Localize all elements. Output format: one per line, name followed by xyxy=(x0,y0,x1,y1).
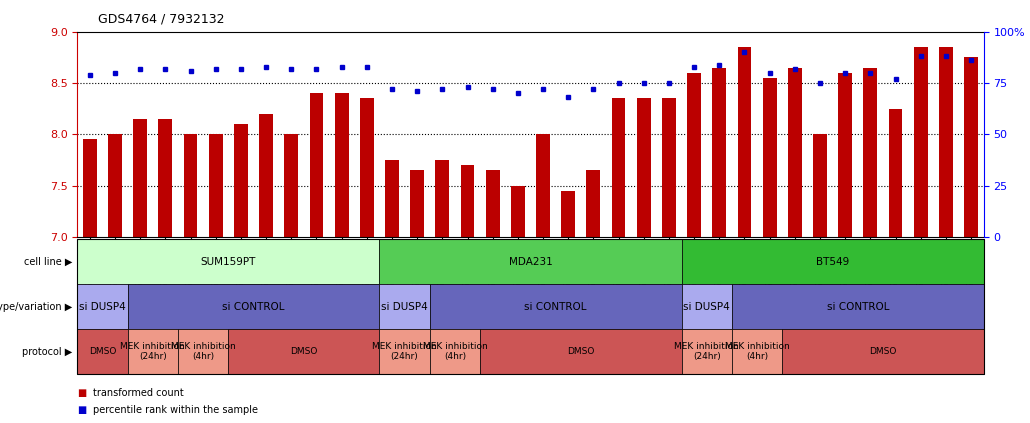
Bar xyxy=(536,135,550,237)
Text: cell line ▶: cell line ▶ xyxy=(24,257,72,266)
Bar xyxy=(561,191,575,237)
Bar xyxy=(662,99,676,237)
Text: protocol ▶: protocol ▶ xyxy=(22,347,72,357)
Bar xyxy=(939,47,953,237)
Bar xyxy=(260,114,273,237)
Bar xyxy=(586,170,600,237)
Bar xyxy=(359,99,374,237)
Bar xyxy=(713,68,726,237)
Bar xyxy=(410,170,424,237)
Text: si CONTROL: si CONTROL xyxy=(222,302,284,312)
Bar xyxy=(737,47,751,237)
Bar xyxy=(612,99,625,237)
Text: MEK inhibition
(24hr): MEK inhibition (24hr) xyxy=(675,342,740,362)
Bar xyxy=(964,58,977,237)
Text: si DUSP4: si DUSP4 xyxy=(381,302,427,312)
Bar xyxy=(889,109,902,237)
Bar xyxy=(914,47,928,237)
Text: si CONTROL: si CONTROL xyxy=(826,302,889,312)
Text: MEK inhibition
(4hr): MEK inhibition (4hr) xyxy=(725,342,789,362)
Bar xyxy=(309,93,323,237)
Text: BT549: BT549 xyxy=(816,257,849,266)
Bar xyxy=(436,160,449,237)
Text: ■: ■ xyxy=(77,405,87,415)
Bar xyxy=(183,135,198,237)
Text: DMSO: DMSO xyxy=(290,347,317,356)
Bar xyxy=(788,68,801,237)
Text: MEK inhibition
(4hr): MEK inhibition (4hr) xyxy=(171,342,236,362)
Bar xyxy=(335,93,348,237)
Text: MEK inhibition
(24hr): MEK inhibition (24hr) xyxy=(372,342,437,362)
Bar xyxy=(82,140,97,237)
Bar xyxy=(813,135,827,237)
Bar xyxy=(460,165,475,237)
Text: DMSO: DMSO xyxy=(869,347,897,356)
Bar xyxy=(486,170,500,237)
Text: transformed count: transformed count xyxy=(93,388,183,398)
Bar xyxy=(284,135,298,237)
Bar xyxy=(863,68,878,237)
Bar xyxy=(637,99,651,237)
Text: MEK inhibition
(24hr): MEK inhibition (24hr) xyxy=(121,342,185,362)
Bar xyxy=(687,73,701,237)
Text: DMSO: DMSO xyxy=(568,347,594,356)
Text: si DUSP4: si DUSP4 xyxy=(79,302,126,312)
Bar xyxy=(133,119,147,237)
Bar xyxy=(209,135,222,237)
Text: ■: ■ xyxy=(77,388,87,398)
Text: si CONTROL: si CONTROL xyxy=(524,302,587,312)
Text: DMSO: DMSO xyxy=(89,347,116,356)
Bar xyxy=(838,73,852,237)
Bar xyxy=(234,124,248,237)
Text: GDS4764 / 7932132: GDS4764 / 7932132 xyxy=(98,13,225,26)
Bar xyxy=(762,78,777,237)
Bar xyxy=(108,135,122,237)
Text: si DUSP4: si DUSP4 xyxy=(683,302,730,312)
Text: SUM159PT: SUM159PT xyxy=(201,257,256,266)
Text: MDA231: MDA231 xyxy=(509,257,552,266)
Text: MEK inhibition
(4hr): MEK inhibition (4hr) xyxy=(422,342,487,362)
Text: genotype/variation ▶: genotype/variation ▶ xyxy=(0,302,72,312)
Bar xyxy=(511,186,524,237)
Bar xyxy=(385,160,399,237)
Text: percentile rank within the sample: percentile rank within the sample xyxy=(93,405,258,415)
Bar xyxy=(159,119,172,237)
